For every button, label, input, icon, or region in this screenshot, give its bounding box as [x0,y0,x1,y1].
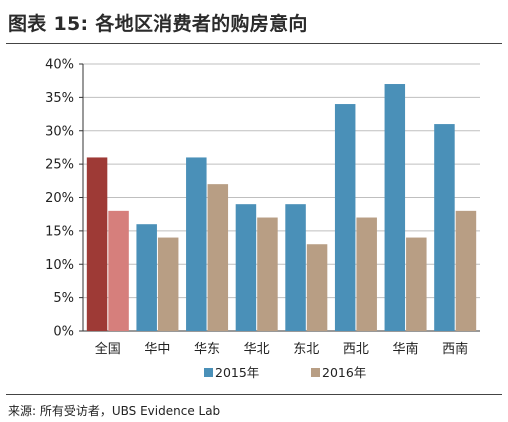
bar-2015 [285,204,306,331]
bar-2015 [186,157,207,331]
y-tick-label: 25% [45,158,74,173]
x-tick-label: 西北 [343,342,369,357]
bar-2015 [434,124,455,331]
bar-2016 [406,237,427,331]
x-tick-label: 华中 [144,342,170,357]
bar-2016 [306,244,328,331]
x-tick-label: 东北 [293,342,319,357]
bar-2015 [86,157,108,331]
bar-2016 [257,217,278,331]
figure-title: 图表 15: 各地区消费者的购房意向 [8,13,308,35]
legend-swatch [204,368,213,377]
legend-label: 2016年 [322,365,366,380]
bar-2016 [207,184,229,331]
x-axis-ticks: 全国 华中 华东 华北 东北 西北 华南 西南 [95,341,468,357]
bar-2016 [455,210,477,331]
bar-2016 [356,217,377,331]
bars [86,84,477,332]
bar-2015 [136,224,157,331]
x-tick-label: 西南 [442,341,468,357]
y-tick-label: 15% [45,224,74,239]
bar-2015 [384,84,406,332]
legend: 2015年 2016年 [204,365,366,380]
bar-2015 [334,104,356,331]
legend-swatch [311,368,320,377]
source-note: 来源: 所有受访者，UBS Evidence Lab [8,404,221,418]
y-tick-label: 10% [45,258,74,273]
y-tick-label: 0% [53,325,74,340]
x-tick-label: 华北 [244,342,270,357]
bar-2016 [108,210,129,331]
bar-2016 [157,237,179,331]
source-divider [6,394,502,395]
legend-label: 2015年 [215,365,259,380]
y-tick-label: 40% [45,58,74,73]
x-tick-label: 华东 [194,342,220,357]
x-tick-label: 华南 [393,341,419,357]
y-tick-label: 5% [53,291,74,306]
y-tick-label: 20% [45,191,74,206]
y-tick-label: 30% [45,124,74,139]
title-divider [6,43,502,44]
x-tick-label: 全国 [95,341,121,357]
bar-2015 [235,204,257,331]
y-axis-ticks: 0% 5% 10% 15% 20% 25% 30% 35% 40% [45,58,480,340]
y-tick-label: 35% [45,91,74,106]
